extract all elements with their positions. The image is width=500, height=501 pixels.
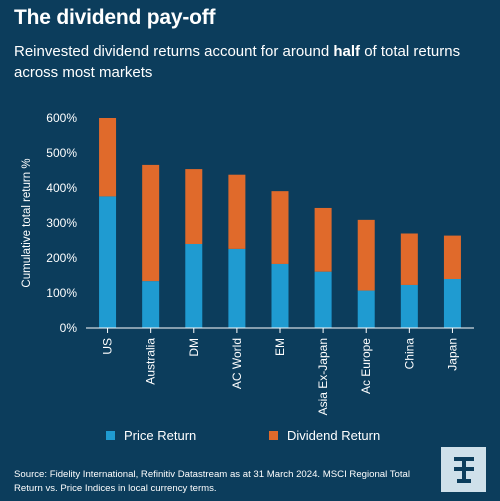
bar-dividend-return-japan [443, 235, 461, 279]
bar-price-return-em [271, 263, 289, 328]
x-tick-label-us: US [101, 338, 115, 355]
bar-dividend-return-china [400, 233, 418, 285]
bar-dividend-return-australia [142, 164, 160, 282]
bar-dividend-return-ac-world [228, 174, 246, 249]
bar-dividend-return-us [99, 118, 117, 197]
fidelity-f-mark-icon [453, 456, 474, 483]
x-tick-label-china: China [402, 338, 416, 370]
x-tick-label-ac-world: AC World [230, 338, 244, 389]
chart-title: The dividend pay-off [14, 6, 216, 29]
legend-swatch-dividend-return [269, 431, 278, 440]
x-tick-label-dm: DM [187, 338, 201, 357]
y-tick-label: 600% [46, 111, 77, 125]
y-tick-label: 200% [46, 251, 77, 265]
bar-dividend-return-em [271, 191, 289, 264]
bar-price-return-dm [185, 244, 203, 328]
x-tick-label-em: EM [273, 338, 287, 356]
x-tick-label-australia: Australia [144, 338, 158, 385]
bar-price-return-china [400, 284, 418, 328]
bar-dividend-return-ac-europe [357, 219, 375, 291]
y-tick-label: 300% [46, 216, 77, 230]
bar-price-return-ac-world [228, 248, 246, 328]
fidelity-logo-icon [441, 447, 486, 492]
bar-dividend-return-asia-ex-japan [314, 207, 332, 272]
chart-subtitle: Reinvested dividend returns account for … [14, 41, 494, 83]
y-axis-label: Cumulative total return % [21, 158, 33, 287]
y-tick-label: 100% [46, 286, 77, 300]
legend-item-price-return: Price Return [106, 428, 196, 443]
legend-label-price-return: Price Return [124, 428, 197, 443]
x-tick-label-ac-europe: Ac Europe [359, 338, 373, 394]
y-tick-label: 400% [46, 181, 77, 195]
chart-legend: Price Return Dividend Return [0, 428, 500, 448]
stacked-bar-chart: 0% 100% 200% 300% 400% 500% 600% Cumulative tot… [21, 111, 474, 415]
legend-label-dividend-return: Dividend Return [287, 428, 381, 443]
legend-swatch-price-return [106, 431, 115, 440]
subtitle-emphasis: half [333, 43, 361, 60]
bar-dividend-return-dm [185, 169, 203, 244]
bar-price-return-us [99, 196, 117, 328]
bar-price-return-asia-ex-japan [314, 271, 332, 328]
legend-item-dividend-return: Dividend Return [269, 428, 380, 443]
subtitle-text-start: Reinvested dividend returns account for … [14, 43, 334, 60]
bar-price-return-japan [443, 279, 461, 328]
source-note: Source: Fidelity International, Refiniti… [14, 469, 411, 494]
y-tick-label: 0% [60, 321, 78, 335]
bar-price-return-ac-europe [357, 290, 375, 328]
bar-price-return-australia [142, 281, 160, 328]
subtitle-text-end: of total returns across most markets [14, 43, 461, 81]
x-tick-label-asia-ex-japan: Asia Ex-Japan [316, 338, 330, 415]
x-tick-label-japan: Japan [445, 338, 459, 371]
y-tick-label: 500% [46, 146, 77, 160]
